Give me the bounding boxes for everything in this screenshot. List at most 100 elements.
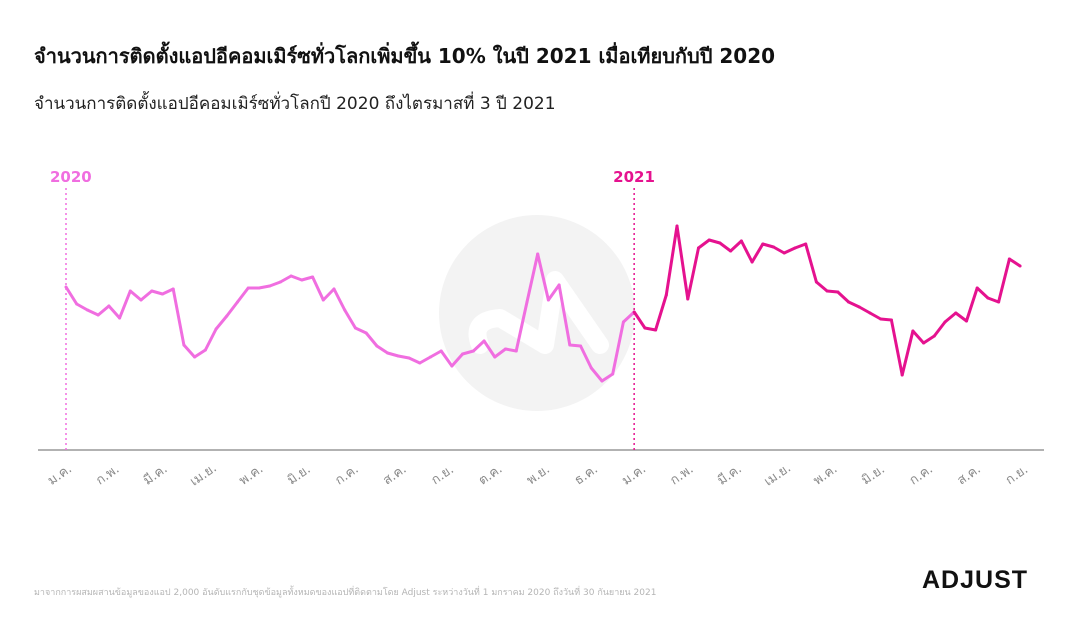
data-point-2021 xyxy=(804,242,808,246)
data-point-2020 xyxy=(278,280,282,284)
data-point-2020 xyxy=(150,289,154,293)
x-tick-label: เม.ย. xyxy=(187,461,219,490)
data-point-2021 xyxy=(761,242,765,246)
data-point-2020 xyxy=(343,308,347,312)
data-point-2020 xyxy=(364,331,368,335)
data-point-2021 xyxy=(997,300,1001,304)
x-tick-label: ก.ย. xyxy=(1003,462,1031,488)
chart-title: จำนวนการติดตั้งแอปอีคอมเมิร์ซทั่วโลกเพิ่… xyxy=(34,44,776,68)
data-point-2021 xyxy=(836,290,840,294)
data-point-2020 xyxy=(96,313,100,317)
source-note: มาจากการผสมผสานข้อมูลของแอป 2,000 อันดับ… xyxy=(34,588,657,598)
data-point-2021 xyxy=(922,341,926,345)
x-tick-label: ก.ค. xyxy=(333,462,362,489)
chart-subtitle: จำนวนการติดตั้งแอปอีคอมเมิร์ซทั่วโลกปี 2… xyxy=(34,94,556,114)
data-point-2020 xyxy=(236,300,240,304)
data-point-2021 xyxy=(954,311,958,315)
data-point-2021 xyxy=(772,245,776,249)
data-point-2021 xyxy=(696,246,700,250)
data-point-2020 xyxy=(225,314,229,318)
data-point-2020 xyxy=(171,287,175,291)
x-tick-label: มิ.ย. xyxy=(285,462,314,488)
data-point-2020 xyxy=(193,355,197,359)
data-point-2020 xyxy=(289,274,293,278)
x-tick-label: มี.ค. xyxy=(140,461,170,489)
line-chart: 2020 2021 ม.ค. ก.พ. มี.ค. เม.ย. พ.ค. มิ.ย. ก.ค.… xyxy=(38,168,1044,490)
data-point-2021 xyxy=(707,238,711,242)
x-tick-label: ม.ค. xyxy=(619,462,649,489)
x-tick-label: ก.พ. xyxy=(668,462,697,488)
data-point-2020 xyxy=(257,286,261,290)
x-tick-label: พ.ย. xyxy=(524,462,553,488)
data-point-2020 xyxy=(611,372,615,376)
data-point-2020 xyxy=(118,316,122,320)
data-point-2020 xyxy=(493,355,497,359)
data-point-2020 xyxy=(525,300,529,304)
data-point-2021 xyxy=(825,289,829,293)
x-tick-label: เม.ย. xyxy=(762,461,794,490)
data-point-2020 xyxy=(139,298,143,302)
data-point-2021 xyxy=(975,286,979,290)
data-point-2020 xyxy=(579,344,583,348)
data-point-2020 xyxy=(182,343,186,347)
data-point-2020 xyxy=(268,284,272,288)
data-point-2021 xyxy=(814,280,818,284)
x-tick-label: ก.ค. xyxy=(907,462,936,489)
data-point-2020 xyxy=(450,364,454,368)
data-point-2020 xyxy=(439,349,443,353)
data-point-2020 xyxy=(471,349,475,353)
data-point-2020 xyxy=(514,349,518,353)
data-point-2021 xyxy=(643,326,647,330)
data-point-2021 xyxy=(750,260,754,264)
data-point-2020 xyxy=(85,308,89,312)
x-tick-label: มี.ค. xyxy=(715,461,745,489)
data-point-2021 xyxy=(1018,264,1022,268)
data-point-2021 xyxy=(943,320,947,324)
data-point-2021 xyxy=(932,334,936,338)
data-point-2020 xyxy=(557,283,561,287)
data-point-2021 xyxy=(879,317,883,321)
data-point-2021 xyxy=(868,311,872,315)
year-marker-label: 2021 xyxy=(613,168,655,186)
data-point-2020 xyxy=(536,252,540,256)
data-point-2020 xyxy=(546,298,550,302)
x-tick-label: ส.ค. xyxy=(955,462,984,489)
x-tick-label: ม.ค. xyxy=(45,462,75,489)
data-point-2020 xyxy=(589,366,593,370)
data-point-2021 xyxy=(847,300,851,304)
data-point-2021 xyxy=(729,249,733,253)
data-point-2020 xyxy=(482,339,486,343)
data-point-2020 xyxy=(568,343,572,347)
x-tick-label: ก.พ. xyxy=(93,462,122,488)
data-point-2021 xyxy=(1007,257,1011,261)
year-marker-label: 2020 xyxy=(50,168,92,186)
data-point-2020 xyxy=(203,348,207,352)
data-point-2020 xyxy=(311,275,315,279)
data-point-2020 xyxy=(386,351,390,355)
data-point-2020 xyxy=(407,356,411,360)
data-point-2021 xyxy=(782,251,786,255)
x-tick-label: ส.ค. xyxy=(380,462,409,489)
data-point-2020 xyxy=(428,355,432,359)
data-point-2021 xyxy=(857,305,861,309)
data-point-2020 xyxy=(332,287,336,291)
x-tick-label: มิ.ย. xyxy=(859,462,888,488)
data-point-2021 xyxy=(664,293,668,297)
x-tick-label: พ.ค. xyxy=(811,462,841,489)
data-point-2021 xyxy=(986,296,990,300)
data-point-2021 xyxy=(654,328,658,332)
data-point-2020 xyxy=(300,278,304,282)
data-point-2020 xyxy=(321,298,325,302)
adjust-logo: ADJUST xyxy=(922,566,1029,594)
data-point-2021 xyxy=(889,318,893,322)
data-point-2021 xyxy=(793,246,797,250)
x-tick-label: ก.ย. xyxy=(429,462,457,488)
data-point-2020 xyxy=(214,327,218,331)
data-point-2020 xyxy=(621,320,625,324)
data-point-2020 xyxy=(75,302,79,306)
data-point-2020 xyxy=(461,352,465,356)
data-point-2020 xyxy=(504,347,508,351)
data-point-2020 xyxy=(396,354,400,358)
x-tick-label: ธ.ค. xyxy=(572,462,601,489)
data-point-2020 xyxy=(64,285,68,289)
